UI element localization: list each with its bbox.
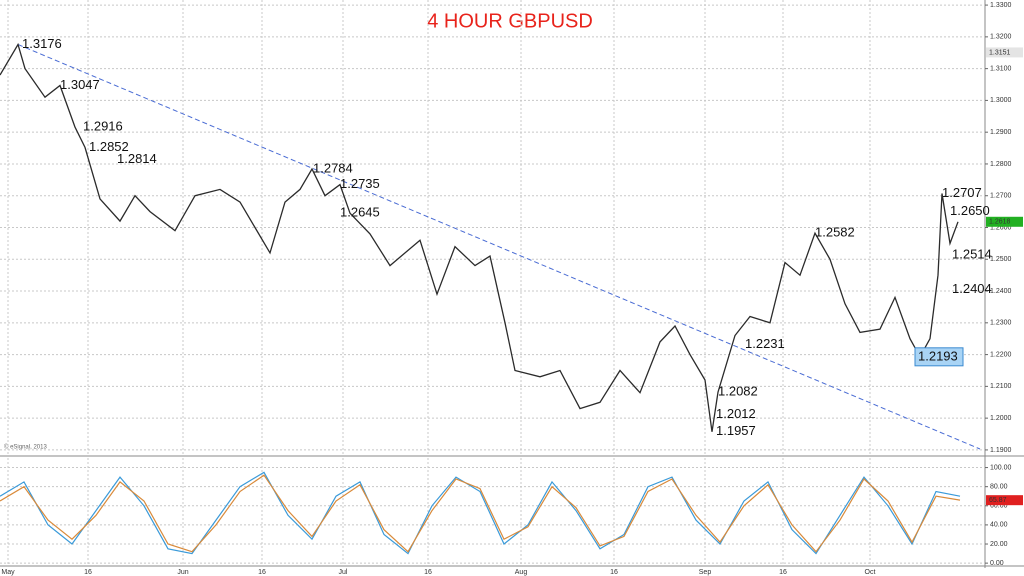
annotation: 1.2707 [942,185,982,200]
x-tick-label: Aug [515,569,528,576]
y-tick-label: 1.2700 [990,193,1012,200]
x-tick-label: 16 [258,569,266,576]
annotation: 1.2645 [340,205,380,220]
x-tick-label: Oct [865,569,876,576]
price-marker-label: 65.87 [989,497,1007,504]
y-tick-label: 100.00 [990,464,1012,471]
y-tick-label: 1.3000 [990,97,1012,104]
x-tick-label: 16 [610,569,618,576]
x-tick-label: 16 [424,569,432,576]
price-marker-label: 1.3151 [989,49,1011,56]
x-tick-label: May [1,569,15,576]
price-marker [986,216,1023,227]
x-tick-label: Jun [177,569,188,576]
annotation: 1.1957 [716,423,756,438]
price-marker [986,47,1023,58]
y-tick-label: 60.00 [990,503,1008,510]
y-tick-label: 1.3200 [990,34,1012,41]
y-tick-label: 20.00 [990,541,1008,548]
price-line [0,42,959,432]
y-tick-label: 1.3300 [990,2,1012,9]
annotation-box [914,347,964,367]
annotation: 1.2582 [815,225,855,240]
y-tick-label: 1.1900 [990,447,1012,454]
y-tick-label: 1.2500 [990,256,1012,263]
trendline [17,44,981,450]
watermark: © eSignal, 2013 [4,444,47,451]
y-tick-label: 1.2400 [990,288,1012,295]
y-tick-label: 1.2200 [990,351,1012,358]
annotation: 1.3176 [22,36,62,51]
y-tick-label: 0.00 [990,560,1004,567]
x-tick-label: 16 [779,569,787,576]
price-marker [986,495,1023,506]
y-tick-label: 40.00 [990,522,1008,529]
annotation: 1.2231 [745,336,785,351]
y-tick-label: 1.2800 [990,161,1012,168]
y-tick-label: 80.00 [990,484,1008,491]
x-tick-label: Sep [699,569,712,576]
y-tick-label: 1.2300 [990,320,1012,327]
annotation: 1.3047 [60,77,100,92]
oscillator-line [0,474,961,553]
annotation: 1.2784 [313,160,353,175]
annotation: 1.2814 [117,151,157,166]
annotation: 1.2852 [89,139,129,154]
annotation: 1.2193 [918,348,958,363]
annotation: 1.2735 [340,176,380,191]
annotation: 1.2514 [952,246,992,261]
price-marker-label: 1.2618 [989,219,1011,226]
y-tick-label: 1.2000 [990,415,1012,422]
y-tick-label: 1.2100 [990,383,1012,390]
x-tick-label: 16 [84,569,92,576]
y-tick-label: 1.2600 [990,224,1012,231]
x-tick-label: Jul [339,569,348,576]
y-tick-label: 1.2900 [990,129,1012,136]
annotation: 1.2082 [718,384,758,399]
annotation: 1.2012 [716,406,756,421]
oscillator-line [0,471,961,555]
chart-title: 4 HOUR GBPUSD [427,10,593,32]
annotation: 1.2404 [952,281,992,296]
annotation: 1.2650 [950,203,990,218]
y-tick-label: 1.3100 [990,65,1012,72]
annotation: 1.2916 [83,119,123,134]
